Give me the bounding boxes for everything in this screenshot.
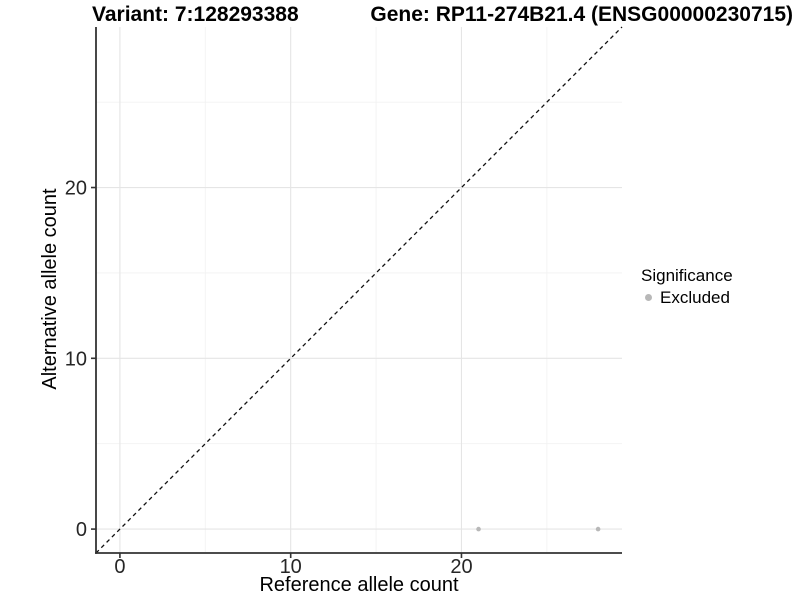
legend-title: Significance <box>641 266 733 285</box>
y-tick-label-2: 20 <box>65 178 87 200</box>
x-axis-title: Reference allele count <box>259 574 459 596</box>
identity-line <box>95 26 623 554</box>
data-point-excluded-1 <box>595 526 601 532</box>
x-tick-label-1: 10 <box>280 556 302 578</box>
plot-title-gene: Gene: RP11-274B21.4 (ENSG00000230715) <box>370 3 793 26</box>
legend-item-label: Excluded <box>660 288 730 307</box>
y-axis-title: Alternative allele count <box>39 188 61 390</box>
data-point-excluded-0 <box>476 526 481 532</box>
y-tick-label-0: 0 <box>76 519 87 541</box>
legend: Significance Excluded <box>641 265 733 308</box>
plot-title-variant: Variant: 7:128293388 <box>92 3 299 26</box>
legend-key-dot <box>645 294 652 301</box>
x-tick-label-0: 0 <box>114 556 125 578</box>
x-tick-label-2: 20 <box>450 556 472 578</box>
y-tick-label-1: 10 <box>65 348 87 370</box>
legend-item-excluded: Excluded <box>641 287 733 308</box>
